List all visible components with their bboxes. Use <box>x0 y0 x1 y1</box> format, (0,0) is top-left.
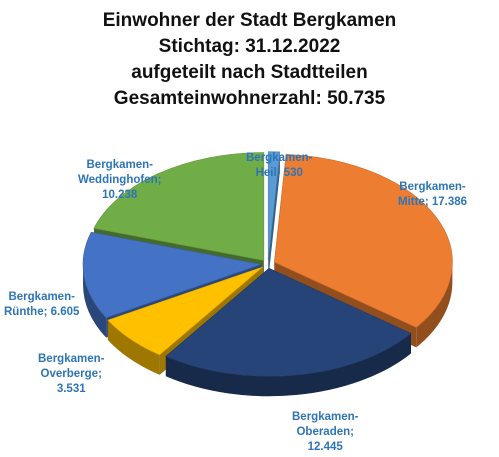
slice-heil <box>267 151 281 260</box>
label-ruenthe: Bergkamen- Rünthe; 6.605 <box>4 291 80 318</box>
slice-overberge <box>107 266 263 356</box>
slice-rim-overberge <box>107 320 160 375</box>
label-oberaden: Bergkamen- Oberaden; 12.445 <box>292 411 359 453</box>
label-weddinghofen: Bergkamen- Weddinghofen; 10.238 <box>78 159 162 201</box>
label-mitte: Bergkamen- Mitte; 17.386 <box>398 181 468 208</box>
slice-rim-mitte <box>416 262 453 348</box>
slice-side-heil-1 <box>268 151 280 280</box>
slice-rim-ruenthe <box>83 264 107 338</box>
chart-title: Einwohner der Stadt Bergkamen Stichtag: … <box>0 8 499 112</box>
label-overberge: Bergkamen- Overberge; 3.531 <box>38 353 105 395</box>
slice-rim-oberaden <box>165 333 411 397</box>
slice-ruenthe <box>82 231 263 319</box>
label-heil: Bergkamen- Heil; 530 <box>246 152 313 179</box>
slice-weddinghofen <box>93 152 265 261</box>
slice-oberaden <box>165 267 412 377</box>
title-line-1: Einwohner der Stadt Bergkamen <box>102 10 397 31</box>
title-line-3: aufgeteilt nach Stadtteilen <box>131 62 368 83</box>
title-line-2: Stichtag: 31.12.2022 <box>158 36 341 57</box>
slice-mitte <box>274 154 453 328</box>
title-line-4: Gesamteinwohnerzahl: 50.735 <box>113 88 386 109</box>
